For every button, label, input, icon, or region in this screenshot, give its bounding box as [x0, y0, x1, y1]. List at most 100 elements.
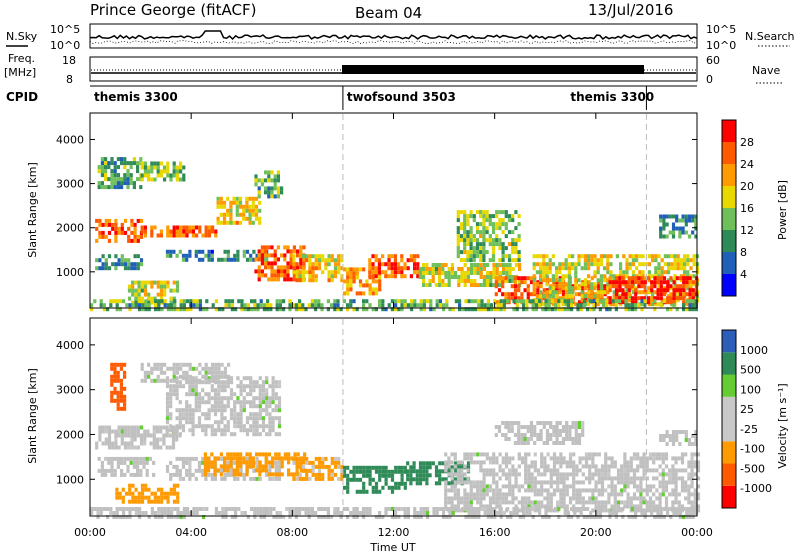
heatmap-cell	[107, 437, 112, 442]
heatmap-cell	[169, 400, 173, 405]
heatmap-cell	[524, 480, 528, 485]
heatmap-cell	[470, 515, 474, 519]
heatmap-cell	[310, 299, 314, 304]
heatmap-cell	[425, 263, 429, 267]
heatmap-cell	[432, 307, 436, 312]
heatmap-cell	[629, 480, 633, 485]
heatmap-cell	[252, 388, 256, 393]
heatmap-cell	[463, 258, 467, 263]
heatmap-cell	[655, 468, 659, 473]
heatmap-cell	[273, 277, 277, 282]
heatmap-cell	[317, 299, 321, 304]
heatmap-cell	[687, 460, 691, 465]
heatmap-cell	[97, 185, 101, 190]
cpid-mode-label: twofsound 3503	[347, 90, 456, 104]
heatmap-cell	[140, 161, 144, 166]
heatmap-cell	[134, 300, 138, 305]
heatmap-cell	[564, 302, 568, 307]
heatmap-cell	[115, 515, 119, 519]
heatmap-cell	[403, 274, 407, 279]
heatmap-cell	[172, 165, 176, 170]
heatmap-cell	[110, 460, 114, 465]
heatmap-cell	[630, 300, 635, 305]
heatmap-cell	[680, 480, 685, 485]
heatmap-cell	[634, 280, 638, 285]
heatmap-cell	[213, 392, 218, 397]
heatmap-cell	[296, 452, 300, 457]
heatmap-cell	[116, 460, 120, 465]
heatmap-cell	[274, 404, 278, 409]
heatmap-cell	[298, 456, 302, 461]
heatmap-cell	[194, 253, 198, 258]
heatmap-cell	[541, 515, 545, 519]
heatmap-cell	[616, 476, 621, 481]
heatmap-cell	[178, 432, 182, 437]
heatmap-cell	[179, 165, 183, 170]
colorbar-segment	[722, 208, 736, 230]
heatmap-cell	[482, 210, 486, 215]
heatmap-cell	[100, 468, 104, 473]
heatmap-cell	[163, 303, 167, 308]
heatmap-cell	[242, 456, 246, 461]
heatmap-cell	[400, 481, 404, 486]
heatmap-cell	[169, 487, 173, 492]
heatmap-cell	[532, 290, 536, 295]
heatmap-cell	[620, 476, 624, 481]
heatmap-cell	[381, 469, 385, 474]
heatmap-cell	[276, 277, 280, 282]
heatmap-cell	[623, 488, 627, 493]
heatmap-cell	[257, 253, 261, 258]
heatmap-cell	[299, 257, 303, 262]
heatmap-cell	[603, 266, 607, 271]
heatmap-cell	[139, 441, 144, 446]
heatmap-cell	[600, 472, 605, 477]
heatmap-cell	[463, 279, 467, 283]
heatmap-cell	[387, 473, 391, 478]
heatmap-cell	[280, 190, 284, 195]
heatmap-cell	[194, 392, 198, 397]
heatmap-cell	[488, 500, 493, 505]
heatmap-cell	[292, 273, 296, 278]
heatmap-cell	[588, 472, 592, 477]
heatmap-cell	[664, 504, 669, 509]
heatmap-cell	[418, 275, 422, 279]
heatmap-cell	[252, 380, 256, 385]
heatmap-cell	[498, 496, 502, 501]
heatmap-cell	[641, 262, 645, 267]
heatmap-cell	[499, 515, 503, 519]
heatmap-cell	[514, 476, 518, 481]
heatmap-cell	[100, 157, 104, 162]
heatmap-cell	[198, 378, 202, 383]
date-label: 13/Jul/2016	[588, 1, 673, 19]
heatmap-cell	[473, 263, 477, 267]
heatmap-cell	[299, 468, 303, 473]
heatmap-cell	[216, 220, 220, 225]
heatmap-cell	[576, 507, 580, 511]
heatmap-cell	[628, 262, 632, 267]
heatmap-cell	[445, 515, 449, 519]
heatmap-cell	[618, 288, 622, 293]
heatmap-cell	[469, 234, 473, 239]
heatmap-cell	[292, 472, 296, 477]
heatmap-cell	[466, 279, 470, 283]
heatmap-cell	[618, 276, 622, 281]
heatmap-cell	[249, 400, 253, 405]
heatmap-cell	[573, 507, 577, 511]
heatmap-cell	[298, 278, 302, 283]
heatmap-cell	[571, 441, 575, 445]
heatmap-cell	[597, 284, 601, 289]
heatmap-cell	[621, 515, 625, 519]
heatmap-cell	[653, 276, 657, 281]
heatmap-cell	[118, 515, 122, 519]
heatmap-cell	[416, 274, 420, 279]
heatmap-cell	[333, 460, 338, 465]
heatmap-cell	[664, 500, 669, 505]
heatmap-cell	[120, 468, 124, 473]
heatmap-cell	[214, 366, 218, 371]
heatmap-cell	[482, 218, 486, 223]
heatmap-cell	[330, 254, 334, 259]
heatmap-cell	[333, 274, 338, 279]
heatmap-cell	[676, 266, 680, 271]
heatmap-cell	[444, 488, 448, 493]
heatmap-cell	[104, 262, 108, 267]
